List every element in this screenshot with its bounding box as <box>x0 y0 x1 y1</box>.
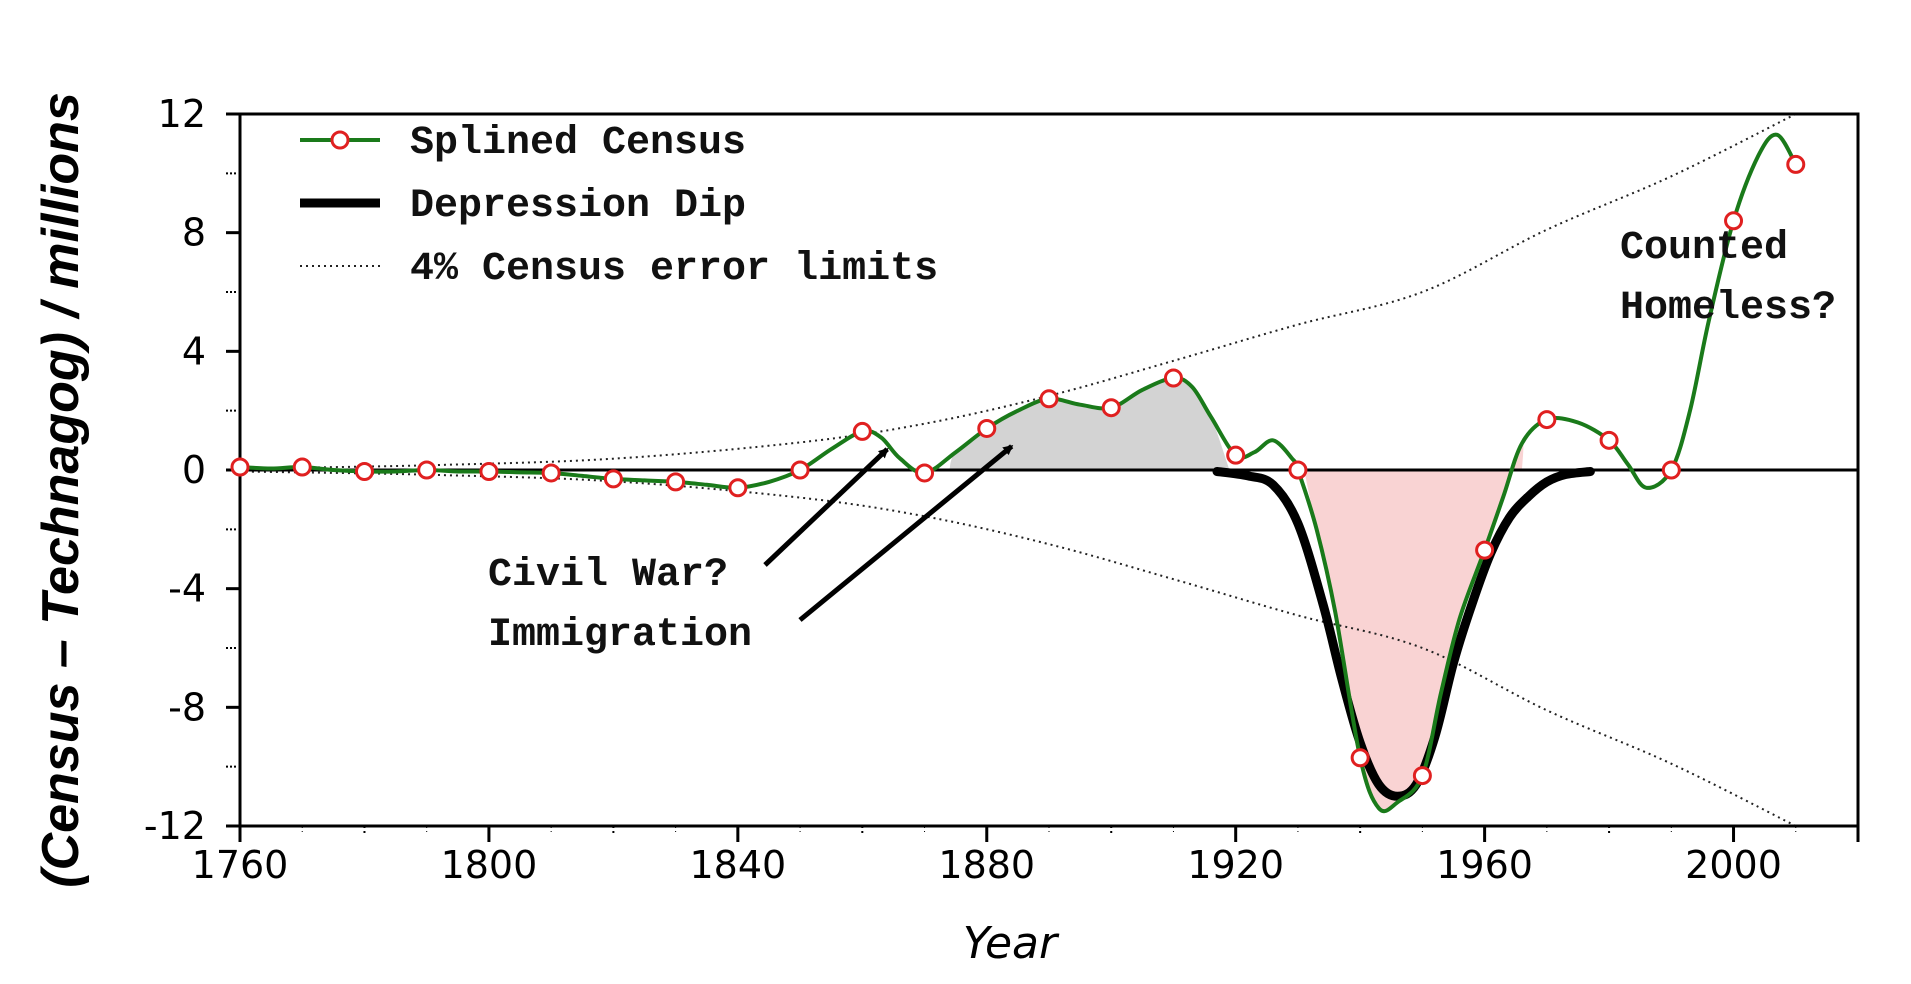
census-point <box>1475 540 1495 560</box>
x-tick-label: 1920 <box>1187 843 1284 887</box>
census-point <box>1599 430 1619 450</box>
annotations: Civil War? Immigration Counted Homeless? <box>488 226 1836 658</box>
census-point <box>1101 398 1121 418</box>
census-point <box>1350 748 1370 768</box>
y-tick-label: 0 <box>182 448 206 492</box>
census-point <box>1288 460 1308 480</box>
x-axis-title: Year <box>963 918 1060 969</box>
x-tick-label: 1760 <box>192 843 289 887</box>
census-point <box>1661 460 1681 480</box>
x-tick-label: 1800 <box>441 843 538 887</box>
axis-ticks: 1760 1800 1840 1880 1920 1960 2000 12 8 4 0 -4 -8 -12 <box>144 92 1860 887</box>
legend-label: Depression Dip <box>410 184 746 229</box>
census-point <box>417 460 437 480</box>
annotation-label: Counted <box>1620 226 1788 271</box>
y-tick-label: 4 <box>182 329 206 373</box>
census-point <box>541 463 561 483</box>
shaded-region-1 <box>949 377 1230 470</box>
x-tick-label: 1840 <box>689 843 786 887</box>
census-point <box>1724 211 1744 231</box>
x-tick-label: 1880 <box>938 843 1035 887</box>
census-point <box>354 461 374 481</box>
legend-marker-splined-census <box>330 130 350 150</box>
legend-label: 4% Census error limits <box>410 247 938 292</box>
annotation-label: Homeless? <box>1620 286 1836 331</box>
census-point <box>977 418 997 438</box>
error-limit-lines <box>239 113 1797 827</box>
annotation-arrow <box>763 447 889 567</box>
census-point <box>1412 766 1432 786</box>
error-limit-lower <box>239 470 1797 827</box>
census-point <box>728 478 748 498</box>
y-tick-label: -12 <box>144 804 206 848</box>
legend-label: Splined Census <box>410 121 746 166</box>
shaded-regions <box>949 377 1524 812</box>
census-point <box>1537 410 1557 430</box>
y-tick-label: -4 <box>168 567 206 611</box>
census-point <box>603 469 623 489</box>
annotation-arrow <box>798 444 1014 622</box>
census-point <box>666 472 686 492</box>
census-point <box>1786 154 1806 174</box>
error-limit-upper <box>239 113 1797 470</box>
census-point <box>230 457 250 477</box>
x-tick-label: 2000 <box>1685 843 1782 887</box>
census-point <box>1039 389 1059 409</box>
y-axis-title: (Census – Technagog) / millions <box>32 92 90 888</box>
census-point <box>1226 445 1246 465</box>
y-tick-label: 12 <box>158 92 206 136</box>
census-point <box>790 460 810 480</box>
y-tick-label: 8 <box>182 211 206 255</box>
splined-census-series <box>230 132 1806 814</box>
census-point <box>479 461 499 481</box>
census-point <box>852 421 872 441</box>
x-tick-label: 1960 <box>1436 843 1533 887</box>
census-point <box>292 457 312 477</box>
annotation-label: Immigration <box>488 613 752 658</box>
y-tick-label: -8 <box>168 685 206 729</box>
census-point <box>1163 368 1183 388</box>
census-point <box>915 463 935 483</box>
legend: Splined Census Depression Dip 4% Census er… <box>300 121 938 292</box>
shaded-region-2 <box>1304 442 1524 812</box>
annotation-label: Civil War? <box>488 553 728 598</box>
